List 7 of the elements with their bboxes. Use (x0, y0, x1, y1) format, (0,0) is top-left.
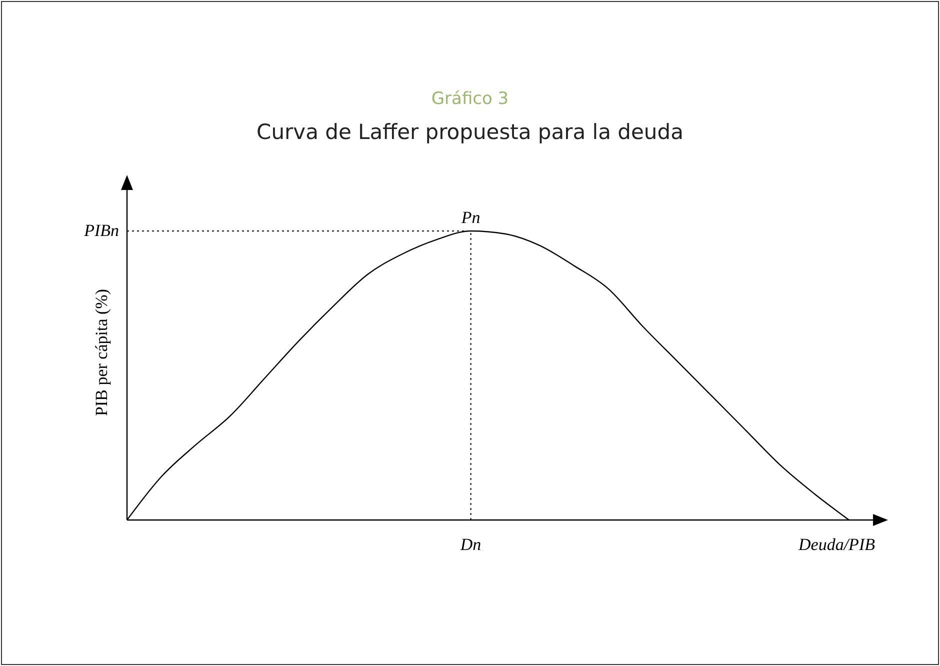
text: Dn (459, 535, 482, 554)
chart-title: Curva de Laffer propuesta para la deuda (256, 120, 684, 144)
chart-subtitle: Gráfico 3 (431, 89, 509, 109)
text: Pn (460, 208, 480, 227)
ref-line-label: PIBn (83, 221, 119, 240)
y-axis-title: PIB per cápita (%) (92, 289, 111, 416)
x-axis-title: Deuda/PIB (798, 535, 876, 554)
